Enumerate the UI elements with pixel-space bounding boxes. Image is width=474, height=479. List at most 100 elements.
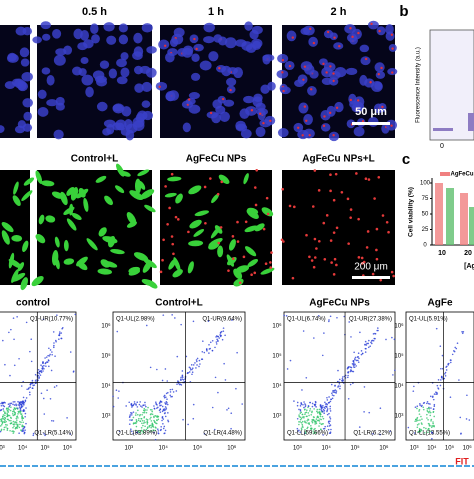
event <box>156 422 158 425</box>
event <box>208 343 210 346</box>
live-cell <box>23 177 35 186</box>
event <box>324 403 327 405</box>
event <box>188 371 191 373</box>
event <box>22 396 25 399</box>
event <box>17 413 19 415</box>
event <box>149 430 151 433</box>
event <box>368 339 370 342</box>
event <box>391 336 393 339</box>
event <box>332 394 335 397</box>
event <box>431 396 434 398</box>
dead-cell <box>170 172 174 176</box>
event <box>303 406 305 409</box>
red-dot <box>303 65 307 68</box>
nucleus <box>217 95 226 104</box>
event <box>4 363 6 366</box>
dead-cell <box>269 261 272 264</box>
scale-bar <box>352 276 390 279</box>
event <box>7 411 10 413</box>
event <box>15 417 18 420</box>
event <box>217 339 219 342</box>
live-cell <box>214 225 223 234</box>
event <box>116 330 119 333</box>
label: 10⁵ <box>445 445 455 452</box>
live-cell <box>217 245 224 258</box>
event <box>14 412 17 414</box>
live-cell <box>244 246 257 257</box>
event <box>429 411 432 414</box>
event <box>313 403 316 406</box>
event <box>322 417 325 420</box>
dead-cell <box>282 240 285 243</box>
red-dot <box>218 66 221 70</box>
nucleus <box>303 114 313 125</box>
event <box>379 407 382 410</box>
event <box>341 377 344 380</box>
red-dot <box>308 133 311 137</box>
event <box>301 416 304 418</box>
label: 10⁶ <box>101 323 111 330</box>
event <box>128 416 131 419</box>
dead-cell <box>367 178 371 181</box>
event <box>315 410 318 413</box>
live-cell <box>142 260 152 273</box>
dead-cell <box>329 173 332 177</box>
event <box>20 385 23 387</box>
event <box>150 416 152 419</box>
label: Q1-UR(9.64%) <box>202 317 242 323</box>
event <box>154 426 157 428</box>
event <box>209 341 212 344</box>
event <box>430 418 433 421</box>
event <box>12 401 15 403</box>
dead-cell <box>176 218 180 221</box>
dead-cell <box>217 241 221 245</box>
event <box>132 432 134 435</box>
event <box>329 400 332 403</box>
event <box>329 410 332 412</box>
event <box>330 428 332 431</box>
event <box>305 422 307 424</box>
event <box>298 429 300 432</box>
red-dot <box>322 124 326 128</box>
nucleus <box>321 77 333 86</box>
event <box>141 413 143 416</box>
event <box>49 349 52 351</box>
event <box>367 346 370 349</box>
nucleus <box>308 36 318 47</box>
dead-cell <box>238 281 242 285</box>
event <box>4 402 6 404</box>
event <box>143 420 146 422</box>
event <box>360 353 363 356</box>
live-cell <box>246 208 259 220</box>
event <box>0 429 3 432</box>
event <box>353 362 355 365</box>
event <box>318 410 321 413</box>
event <box>333 391 336 394</box>
dead-cell <box>323 258 327 261</box>
event <box>138 403 141 406</box>
event <box>143 411 146 414</box>
nucleus <box>141 81 153 92</box>
event <box>376 329 378 332</box>
event <box>331 394 334 396</box>
event <box>374 332 377 335</box>
event <box>428 410 431 412</box>
event <box>429 425 431 427</box>
label: 0.5 h <box>82 6 107 18</box>
event <box>157 430 160 432</box>
event <box>16 415 19 418</box>
event <box>354 359 356 361</box>
event <box>18 432 20 434</box>
red-dot <box>335 106 339 109</box>
event <box>164 415 167 418</box>
event <box>455 347 458 350</box>
event <box>130 430 133 433</box>
event <box>178 382 180 385</box>
live-cell <box>208 241 220 250</box>
event <box>322 404 324 407</box>
event <box>432 422 434 425</box>
red-dot <box>302 78 305 82</box>
event <box>2 417 4 420</box>
event <box>320 428 322 431</box>
event <box>42 397 45 400</box>
